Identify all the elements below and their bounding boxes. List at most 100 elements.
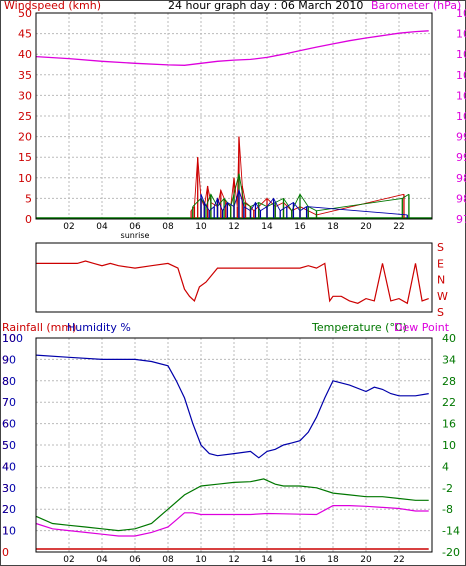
grid-layer <box>36 13 432 552</box>
p1-xtick-label: 18 <box>327 222 339 232</box>
p1-xtick-label: 04 <box>96 222 108 232</box>
p1-sunrise-label: sunrise <box>121 231 150 240</box>
windspeed-tick-label: 35 <box>18 69 32 82</box>
barometer-axis-label: Barometer (hPa) <box>371 0 461 12</box>
windspeed-tick-label: 10 <box>18 172 32 185</box>
temperature-tick-label: 40 <box>442 332 456 345</box>
rain-panel-frame <box>35 337 433 553</box>
barometer-tick-label: 975 <box>456 213 466 226</box>
barometer-tick-label: 996 <box>456 131 466 144</box>
p3-xtick-label: 04 <box>96 555 108 565</box>
rainfall-axis-label: Rainfall (mm) <box>2 321 76 334</box>
rainfall-tick-label: 10 <box>2 332 16 345</box>
direction-tick-label: S <box>437 241 444 254</box>
dewpoint-axis-label: Dew Point <box>394 321 450 334</box>
humidity-axis-label: Humidity % <box>67 321 131 334</box>
temperature-tick-label: 10 <box>442 439 456 452</box>
p3-xtick-label: 14 <box>261 555 273 565</box>
rainfall-tick-label: 6 <box>2 418 9 431</box>
p3-xtick-label: 22 <box>393 555 404 565</box>
humidity-tick-label: 70 <box>2 396 16 409</box>
windspeed-tick-label: 20 <box>18 131 32 144</box>
humidity-tick-label: 10 <box>2 525 16 538</box>
p1-xtick-label: 08 <box>162 222 174 232</box>
windspeed-tick-label: 30 <box>18 89 32 102</box>
windspeed-tick-label: 25 <box>18 110 32 123</box>
rainfall-tick-label: 7 <box>2 396 9 409</box>
p3-xtick-label: 18 <box>327 555 339 565</box>
windspeed-axis-label: Windspeed (kmh) <box>4 0 101 12</box>
rainfall-tick-label: 4 <box>2 460 9 473</box>
barometer-tick-label: 1027 <box>456 7 466 20</box>
dewpoint-line <box>35 505 429 537</box>
rainfall-tick-label: 8 <box>2 375 9 388</box>
rainfall-tick-label: 0 <box>2 546 9 559</box>
direction-tick-label: S <box>437 306 444 319</box>
frame-layer <box>35 12 433 553</box>
p3-xtick-label: 12 <box>228 555 239 565</box>
barometer-tick-label: 1021 <box>456 28 466 41</box>
rainfall-tick-label: 5 <box>2 439 9 452</box>
rainfall-tick-label: 9 <box>2 353 9 366</box>
windspeed-tick-label: 50 <box>18 7 32 20</box>
direction-panel-frame <box>35 242 433 313</box>
humidity-line <box>35 354 429 459</box>
p1-xtick-label: 02 <box>63 222 74 232</box>
p3-xtick-label: 10 <box>195 555 207 565</box>
graph-title: 24 hour graph day : 06 March 2010 <box>168 0 363 12</box>
p3-xtick-label: 02 <box>63 555 74 565</box>
barometer-tick-label: 990 <box>456 151 466 164</box>
rainfall-tick-label: 1 <box>2 525 9 538</box>
humidity-tick-label: 50 <box>2 439 16 452</box>
humidity-tick-label: 100 <box>2 332 23 345</box>
barometer-line <box>35 30 429 66</box>
series-layer <box>35 30 432 550</box>
average-line <box>192 173 410 212</box>
temperature-tick-label: 28 <box>442 375 456 388</box>
p3-xtick-label: 16 <box>294 555 306 565</box>
p3-xtick-label: 20 <box>360 555 372 565</box>
wind-line <box>200 188 408 216</box>
temperature-tick-label: -2 <box>442 482 453 495</box>
p1-xtick-label: 10 <box>195 222 207 232</box>
temperature-tick-label: 4 <box>442 460 449 473</box>
wind-panel-frame <box>35 12 433 220</box>
barometer-tick-label: 1001 <box>456 110 466 123</box>
rainfall-tick-label: 2 <box>2 503 9 516</box>
barometer-tick-label: 1011 <box>456 69 466 82</box>
temperature-tick-label: 22 <box>442 396 456 409</box>
windspeed-tick-label: 45 <box>18 28 32 41</box>
humidity-tick-label: 30 <box>2 482 16 495</box>
windspeed-tick-label: 0 <box>25 213 32 226</box>
tick-label-layer: 0510152025303540455097598098599099610011… <box>2 7 466 566</box>
temperature-axis-label: Temperature (°C) <box>311 321 407 334</box>
windspeed-tick-label: 40 <box>18 48 32 61</box>
humidity-tick-label: 80 <box>2 375 16 388</box>
direction-tick-label: E <box>437 257 444 270</box>
temperature-tick-label: -14 <box>442 525 460 538</box>
p1-xtick-label: 22 <box>393 222 404 232</box>
direction-line <box>36 260 429 305</box>
p1-xtick-label: 06 <box>129 222 141 232</box>
humidity-tick-label: 40 <box>2 460 16 473</box>
p3-xtick-label: 08 <box>162 555 174 565</box>
temperature-tick-label: -8 <box>442 503 453 516</box>
p3-xtick-label: 06 <box>129 555 141 565</box>
p1-xtick-label: 20 <box>360 222 372 232</box>
rainfall-tick-label: 3 <box>2 482 9 495</box>
windspeed-tick-label: 5 <box>25 192 32 205</box>
gust-line <box>190 136 405 216</box>
direction-panel-bg <box>36 243 432 312</box>
barometer-tick-label: 1006 <box>456 89 466 102</box>
windspeed-tick-label: 15 <box>18 151 32 164</box>
p1-xtick-label: 12 <box>228 222 239 232</box>
p3-sunrise-label: sunrise <box>121 564 150 566</box>
p1-xtick-label: 14 <box>261 222 273 232</box>
humidity-tick-label: 90 <box>2 353 16 366</box>
humidity-tick-label: 60 <box>2 418 16 431</box>
direction-tick-label: N <box>437 274 445 287</box>
barometer-tick-label: 980 <box>456 192 466 205</box>
